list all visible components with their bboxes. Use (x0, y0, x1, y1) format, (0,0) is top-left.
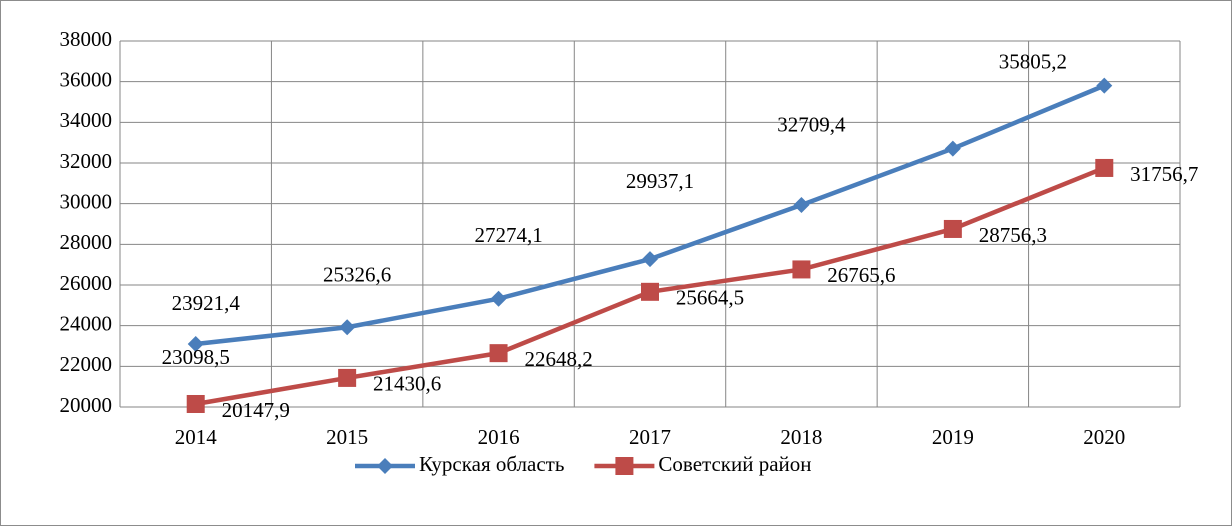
y-tick-label: 26000 (60, 271, 113, 295)
y-tick-label: 36000 (60, 67, 113, 91)
data-label: 31756,7 (1130, 162, 1198, 186)
data-label: 23098,5 (162, 345, 230, 369)
marker (792, 260, 811, 279)
data-label: 29937,1 (626, 169, 694, 193)
marker (944, 140, 961, 157)
marker (1096, 77, 1113, 94)
y-tick-label: 24000 (60, 311, 113, 335)
x-tick-label: 2020 (1083, 425, 1125, 449)
legend-marker (615, 457, 634, 475)
marker (186, 394, 205, 413)
data-label: 25664,5 (676, 286, 744, 310)
x-tick-label: 2019 (932, 425, 974, 449)
marker (490, 290, 507, 307)
data-label: 23921,4 (172, 291, 241, 315)
data-label: 35805,2 (999, 49, 1067, 73)
x-tick-label: 2017 (629, 425, 671, 449)
data-label: 25326,6 (323, 263, 391, 287)
legend-marker (377, 458, 393, 474)
data-label: 26765,6 (827, 263, 895, 287)
y-tick-label: 38000 (60, 27, 113, 51)
marker (641, 282, 659, 301)
y-tick-label: 20000 (60, 393, 113, 417)
marker (339, 319, 356, 336)
data-label: 32709,4 (777, 112, 846, 136)
legend-label: Советский район (658, 452, 811, 476)
y-tick-label: 22000 (60, 352, 113, 376)
y-tick-label: 30000 (60, 189, 113, 213)
data-label: 21430,6 (373, 372, 441, 396)
y-tick-label: 34000 (60, 108, 113, 132)
marker (793, 196, 810, 213)
marker (642, 251, 658, 268)
marker (338, 368, 357, 387)
data-label: 22648,2 (524, 347, 592, 371)
data-label: 20147,9 (222, 398, 290, 422)
x-tick-label: 2015 (326, 425, 368, 449)
x-tick-label: 2018 (780, 425, 822, 449)
legend-label: Курская область (419, 452, 564, 476)
marker (943, 219, 962, 238)
marker (489, 344, 508, 363)
y-tick-label: 28000 (60, 230, 113, 254)
y-tick-label: 32000 (60, 149, 113, 173)
data-label: 28756,3 (979, 223, 1047, 247)
marker (187, 335, 204, 352)
marker (1095, 158, 1114, 177)
x-tick-label: 2014 (175, 425, 218, 449)
data-label: 27274,1 (474, 223, 542, 247)
x-tick-label: 2016 (478, 425, 520, 449)
